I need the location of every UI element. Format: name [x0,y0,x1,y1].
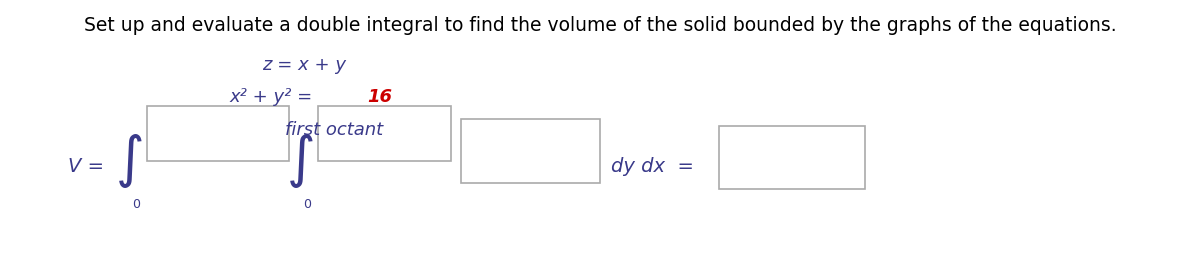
FancyBboxPatch shape [719,126,865,189]
Text: $\int$: $\int$ [287,132,314,190]
Text: dy dx  =: dy dx = [611,157,694,175]
FancyBboxPatch shape [148,106,289,161]
Text: $\int$: $\int$ [115,132,143,190]
Text: first octant: first octant [284,121,383,139]
FancyBboxPatch shape [461,119,600,183]
Text: 0: 0 [132,198,140,211]
Text: x² + y² =: x² + y² = [229,88,319,106]
Text: 16: 16 [367,88,392,106]
Text: z = x + y: z = x + y [262,56,346,74]
Text: 0: 0 [304,198,311,211]
FancyBboxPatch shape [318,106,451,161]
Text: Set up and evaluate a double integral to find the volume of the solid bounded by: Set up and evaluate a double integral to… [84,16,1116,35]
Text: V =: V = [67,157,103,175]
